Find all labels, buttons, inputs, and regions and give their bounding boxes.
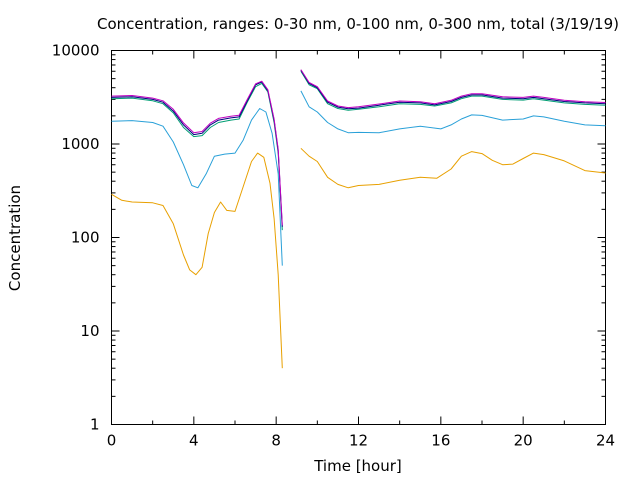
y-tick-label: 1000 <box>61 135 99 153</box>
series-line-4 <box>111 69 606 227</box>
y-axis-label: Concentration <box>6 185 24 291</box>
chart-title: Concentration, ranges: 0-30 nm, 0-100 nm… <box>97 15 619 33</box>
y-tick-label: 10 <box>80 322 99 340</box>
series-line-1 <box>111 147 606 369</box>
series-line-5 <box>111 69 606 226</box>
x-tick-label: 16 <box>431 432 450 450</box>
x-tick-label: 8 <box>271 432 281 450</box>
series-line-3 <box>111 70 606 231</box>
x-tick-label: 24 <box>596 432 615 450</box>
x-tick-label: 4 <box>189 432 199 450</box>
series-line-2 <box>111 90 606 266</box>
y-tick-label: 100 <box>71 229 100 247</box>
x-axis-label: Time [hour] <box>313 457 402 475</box>
x-tick-label: 12 <box>349 432 368 450</box>
y-tick-label: 10000 <box>52 42 100 60</box>
x-tick-label: 20 <box>514 432 533 450</box>
axis-ticks: 0 4 8 12 16 20 24 1 10 100 1000 10000 <box>52 42 615 450</box>
series-layer <box>111 69 606 369</box>
y-tick-label: 1 <box>90 416 100 434</box>
x-tick-label: 0 <box>107 432 117 450</box>
